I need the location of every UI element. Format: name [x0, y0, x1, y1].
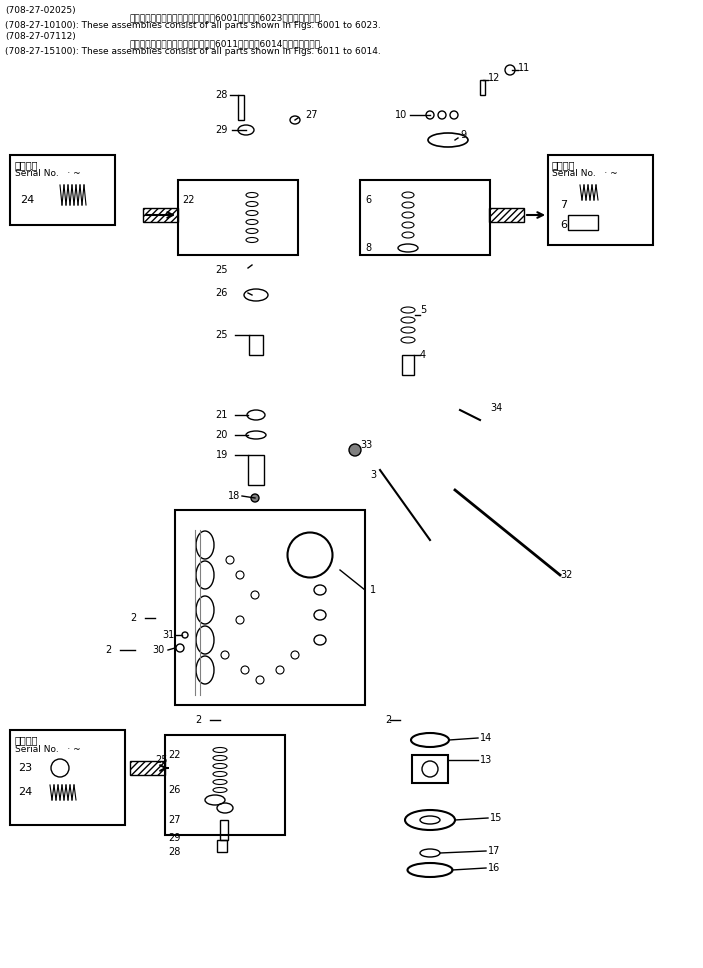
- Text: (708-27-02025): (708-27-02025): [5, 6, 76, 15]
- Text: 15: 15: [490, 813, 503, 823]
- Text: 18: 18: [228, 491, 240, 501]
- Bar: [165, 735, 285, 835]
- Text: 29: 29: [216, 125, 228, 135]
- Text: (708-27-10100): These assemblies consist of all parts shown in Figs. 6001 to 602: (708-27-10100): These assemblies consist…: [5, 21, 381, 31]
- Text: 2: 2: [105, 645, 111, 655]
- Text: 20: 20: [216, 430, 228, 440]
- Text: 24: 24: [20, 195, 34, 205]
- Text: 27: 27: [305, 110, 318, 120]
- Text: 6: 6: [365, 195, 371, 205]
- Text: 29: 29: [168, 833, 181, 843]
- Bar: [248, 455, 264, 485]
- Bar: [238, 95, 244, 120]
- Bar: [412, 755, 448, 783]
- Text: これらのアセンブリの構成部品は第6001図から第6023図まで含みます.: これらのアセンブリの構成部品は第6001図から第6023図まで含みます.: [130, 14, 324, 22]
- Bar: [220, 820, 228, 840]
- Text: 13: 13: [480, 755, 492, 765]
- Text: 14: 14: [480, 733, 492, 743]
- Bar: [217, 840, 227, 852]
- Text: 34: 34: [490, 403, 502, 413]
- Bar: [360, 180, 490, 255]
- Text: 9: 9: [460, 130, 466, 140]
- Bar: [143, 208, 178, 222]
- Text: 4: 4: [420, 350, 426, 360]
- Text: これらのアセンブリの構成部品は第6011図から第6014図まで含みます.: これらのアセンブリの構成部品は第6011図から第6014図まで含みます.: [130, 40, 324, 48]
- Bar: [480, 80, 485, 95]
- Text: 5: 5: [420, 305, 426, 315]
- Text: 7: 7: [560, 200, 567, 210]
- Text: 3: 3: [370, 470, 376, 480]
- Text: (708-27-15100): These assemblies consist of all parts shown in Figs. 6011 to 601: (708-27-15100): These assemblies consist…: [5, 47, 381, 56]
- Text: 27: 27: [168, 815, 181, 825]
- Text: 28: 28: [168, 847, 181, 857]
- Text: 2: 2: [385, 715, 392, 725]
- Bar: [175, 510, 365, 705]
- Text: 21: 21: [216, 410, 228, 420]
- Text: Serial No.   · ~: Serial No. · ~: [15, 744, 81, 753]
- Text: 12: 12: [488, 73, 501, 83]
- Text: 適用号機: 適用号機: [15, 735, 39, 745]
- Text: 19: 19: [216, 450, 228, 460]
- Text: 23: 23: [18, 763, 32, 773]
- Text: 16: 16: [488, 863, 501, 873]
- Text: Serial No.   · ~: Serial No. · ~: [15, 169, 81, 178]
- Text: 1: 1: [370, 585, 376, 595]
- Bar: [178, 180, 298, 255]
- Text: 24: 24: [18, 787, 32, 797]
- Bar: [249, 335, 263, 355]
- Text: 31: 31: [163, 630, 175, 640]
- Circle shape: [349, 444, 361, 456]
- Text: 適用号機: 適用号機: [15, 160, 39, 170]
- Text: 6: 6: [560, 220, 567, 230]
- Text: 32: 32: [560, 570, 572, 580]
- Bar: [489, 208, 524, 222]
- Text: 22: 22: [168, 750, 181, 760]
- Text: 2: 2: [195, 715, 201, 725]
- Text: Serial No.   · ~: Serial No. · ~: [552, 169, 618, 178]
- Text: 2: 2: [130, 613, 136, 623]
- Bar: [10, 155, 115, 225]
- Circle shape: [251, 494, 259, 502]
- Text: 25: 25: [216, 265, 228, 275]
- Bar: [402, 355, 414, 375]
- Text: 10: 10: [395, 110, 407, 120]
- Bar: [10, 730, 125, 825]
- Text: 適用号機: 適用号機: [552, 160, 576, 170]
- Text: 30: 30: [153, 645, 165, 655]
- Text: (708-27-07112): (708-27-07112): [5, 32, 76, 41]
- Text: 22: 22: [182, 195, 195, 205]
- Text: 33: 33: [360, 440, 373, 450]
- Text: 25: 25: [155, 755, 168, 765]
- Text: 11: 11: [518, 63, 530, 73]
- Text: 28: 28: [216, 90, 228, 100]
- Text: 8: 8: [365, 243, 371, 253]
- Bar: [130, 761, 165, 775]
- Text: 26: 26: [168, 785, 181, 795]
- Text: 25: 25: [216, 330, 228, 340]
- Bar: [568, 215, 598, 230]
- Text: 26: 26: [216, 288, 228, 298]
- Text: 17: 17: [488, 846, 501, 856]
- Bar: [548, 155, 653, 245]
